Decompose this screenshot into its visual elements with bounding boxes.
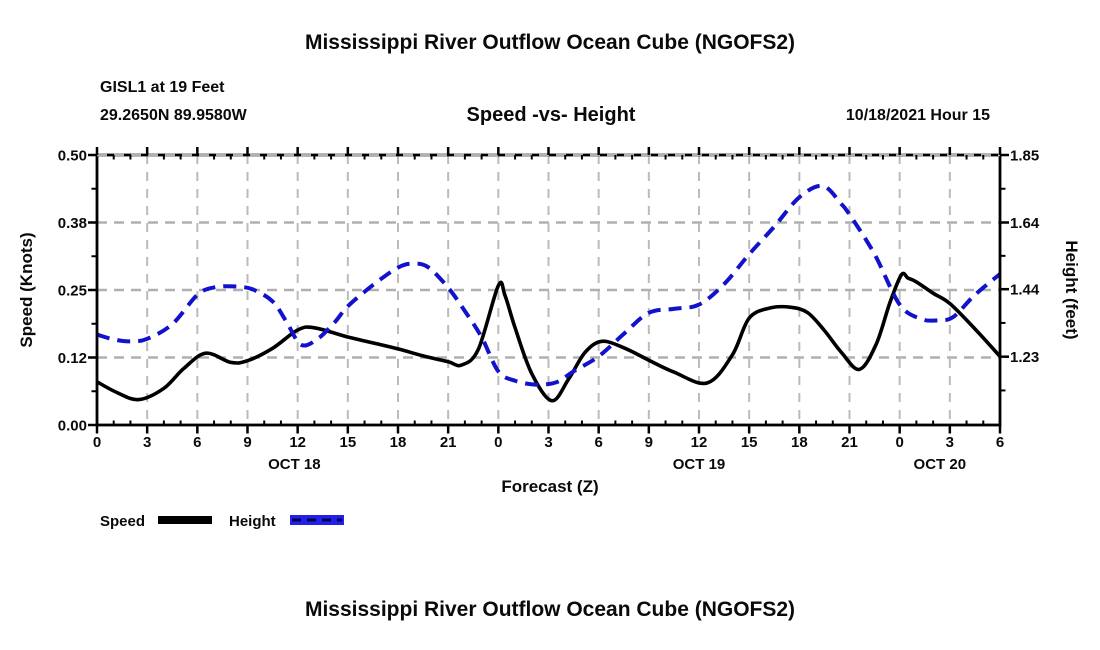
x-tick-label: 12 — [289, 434, 306, 451]
right-axis-title: Height (feet) — [1062, 240, 1081, 339]
y-left-tick-label: 0.25 — [58, 283, 87, 300]
y-left-tick-label: 0.00 — [58, 418, 87, 435]
station-name: GISL1 at 19 Feet — [100, 79, 225, 96]
x-tick-label: 12 — [691, 434, 708, 451]
x-tick-label: 6 — [594, 434, 602, 451]
x-tick-label: 6 — [996, 434, 1004, 451]
y-right-tick-label: 1.64 — [1010, 215, 1040, 232]
left-axis-title: Speed (Knots) — [17, 232, 36, 347]
x-day-label: OCT 18 — [268, 456, 321, 473]
y-left-tick-label: 0.38 — [58, 215, 87, 232]
y-left-tick-label: 0.12 — [58, 350, 87, 367]
chart-title-bottom: Mississippi River Outflow Ocean Cube (NG… — [305, 598, 795, 621]
x-tick-label: 6 — [193, 434, 201, 451]
x-tick-label: 15 — [741, 434, 758, 451]
axis-tick-labels: 0 3 6 9 12 15 18 21 0 3 6 9 12 15 18 21 0 3 6 OCT 18 OCT 19 O… — [58, 148, 1040, 474]
legend-height-label: Height — [229, 513, 276, 530]
x-tick-label: 0 — [93, 434, 101, 451]
x-day-label: OCT 20 — [914, 456, 967, 473]
series-curves — [96, 183, 1002, 403]
height-curve — [96, 183, 1002, 387]
legend-height-swatch — [290, 515, 344, 525]
speed-curve — [96, 271, 1002, 403]
x-day-label: OCT 19 — [673, 456, 726, 473]
x-axis-title: Forecast (Z) — [501, 477, 598, 496]
plot-subtitle: Speed -vs- Height — [467, 104, 636, 126]
station-coordinates: 29.2650N 89.9580W — [100, 107, 248, 124]
x-tick-label: 15 — [339, 434, 356, 451]
y-left-tick-label: 0.50 — [58, 148, 87, 165]
x-tick-label: 21 — [440, 434, 457, 451]
forecast-datetime: 10/18/2021 Hour 15 — [846, 107, 990, 124]
y-right-tick-label: 1.44 — [1010, 282, 1040, 299]
x-tick-label: 18 — [791, 434, 808, 451]
x-tick-label: 18 — [390, 434, 407, 451]
legend: Speed Height — [100, 513, 344, 530]
x-tick-label: 9 — [243, 434, 251, 451]
x-tick-label: 3 — [143, 434, 151, 451]
chart-title-top: Mississippi River Outflow Ocean Cube (NG… — [305, 31, 795, 54]
x-tick-label: 9 — [645, 434, 653, 451]
x-tick-label: 0 — [494, 434, 502, 451]
x-tick-label: 0 — [895, 434, 903, 451]
y-right-tick-label: 1.23 — [1010, 349, 1039, 366]
y-right-tick-label: 1.85 — [1010, 148, 1039, 165]
x-tick-label: 3 — [544, 434, 552, 451]
axis-ticks — [88, 147, 1009, 434]
legend-speed-swatch — [158, 516, 212, 524]
legend-speed-label: Speed — [100, 513, 145, 530]
x-tick-label: 3 — [946, 434, 954, 451]
x-tick-label: 21 — [841, 434, 858, 451]
